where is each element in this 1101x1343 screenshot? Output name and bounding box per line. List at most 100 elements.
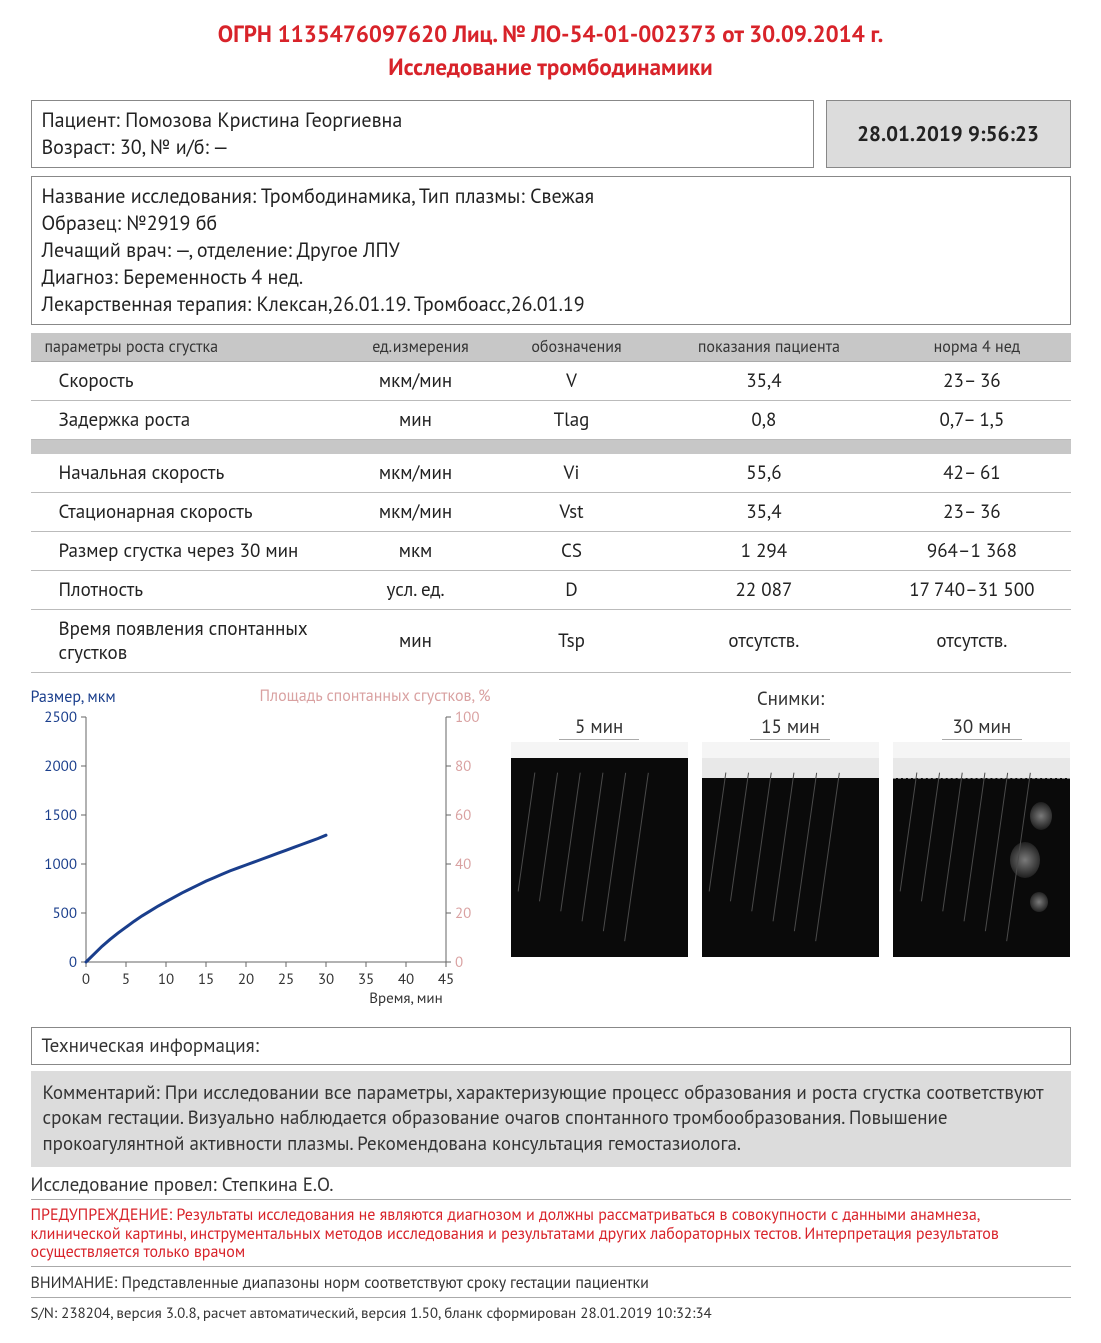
study-info-box: Название исследования: Тромбодинамика, Т… xyxy=(31,176,1071,325)
cell-val: 55,6 xyxy=(655,454,884,493)
cell-sym: D xyxy=(499,570,655,609)
cell-sym: Tlag xyxy=(499,401,655,440)
cell-unit: мин xyxy=(343,401,499,440)
svg-text:15: 15 xyxy=(197,970,213,989)
snapshot-image xyxy=(702,742,879,957)
table-row: Стационарная скоростьмкм/минVst35,423– 3… xyxy=(31,492,1071,531)
cell-sym: CS xyxy=(499,531,655,570)
svg-text:0: 0 xyxy=(455,953,463,972)
th-val: показания пациента xyxy=(655,333,884,362)
table-row: Плотностьусл. ед.D22 08717 740–31 500 xyxy=(31,570,1071,609)
cell-param: Плотность xyxy=(31,570,343,609)
svg-text:1500: 1500 xyxy=(44,806,77,825)
svg-text:20: 20 xyxy=(455,904,471,923)
cell-norm: отсутств. xyxy=(883,609,1070,672)
cell-unit: мкм/мин xyxy=(343,362,499,401)
info-doctor: Лечащий врач: —, отделение: Другое ЛПУ xyxy=(42,237,1060,264)
cell-param: Начальная скорость xyxy=(31,454,343,493)
th-norm: норма 4 нед xyxy=(883,333,1070,362)
svg-text:40: 40 xyxy=(455,855,471,874)
patient-name: Пациент: Помозова Кристина Георгиевна xyxy=(42,107,803,134)
cell-val: 35,4 xyxy=(655,492,884,531)
cell-norm: 17 740–31 500 xyxy=(883,570,1070,609)
table-row: Скоростьмкм/минV35,423– 36 xyxy=(31,362,1071,401)
header-top: ОГРН 1135476097620 Лиц. № ЛО-54-01-00237… xyxy=(31,20,1071,49)
snapshot-image xyxy=(893,742,1070,957)
cell-sym: Vi xyxy=(499,454,655,493)
parameters-table: параметры роста сгустка ед.измерения обо… xyxy=(31,333,1071,673)
svg-text:500: 500 xyxy=(52,904,77,923)
patient-age: Возраст: 30, № и/б: — xyxy=(42,134,803,161)
snapshots-section: Снимки: 5 мин15 мин30 мин xyxy=(511,687,1071,1007)
snapshot-label: 30 мин xyxy=(942,715,1022,740)
svg-text:20: 20 xyxy=(237,970,253,989)
svg-text:1000: 1000 xyxy=(44,855,77,874)
svg-text:25: 25 xyxy=(277,970,293,989)
cell-sym: V xyxy=(499,362,655,401)
info-sample: Образец: №2919 бб xyxy=(42,210,1060,237)
info-therapy: Лекарственная терапия: Клексан,26.01.19.… xyxy=(42,291,1060,318)
snapshot-column: 15 мин xyxy=(702,715,879,957)
svg-text:0: 0 xyxy=(68,953,76,972)
cell-val: 1 294 xyxy=(655,531,884,570)
cell-norm: 23– 36 xyxy=(883,362,1070,401)
snapshot-image xyxy=(511,742,688,957)
info-diagnosis: Диагноз: Беременность 4 нед. xyxy=(42,264,1060,291)
cell-sym: Vst xyxy=(499,492,655,531)
snapshot-column: 5 мин xyxy=(511,715,688,957)
tech-info-box: Техническая информация: xyxy=(31,1027,1071,1065)
cell-param: Скорость xyxy=(31,362,343,401)
cell-val: 22 087 xyxy=(655,570,884,609)
report-title: Исследование тромбодинамики xyxy=(31,53,1071,82)
cell-val: 35,4 xyxy=(655,362,884,401)
svg-text:60: 60 xyxy=(455,806,471,825)
svg-text:80: 80 xyxy=(455,757,471,776)
info-study: Название исследования: Тромбодинамика, Т… xyxy=(42,183,1060,210)
svg-text:45: 45 xyxy=(437,970,453,989)
table-row: Размер сгустка через 30 минмкмCS1 294964… xyxy=(31,531,1071,570)
cell-param: Стационарная скорость xyxy=(31,492,343,531)
table-row: Задержка ростаминTlag0,80,7– 1,5 xyxy=(31,401,1071,440)
cell-val: отсутств. xyxy=(655,609,884,672)
cell-unit: мкм/мин xyxy=(343,492,499,531)
svg-text:Время, мин: Время, мин xyxy=(369,989,442,1007)
comment-box: Комментарий: При исследовании все параме… xyxy=(31,1071,1071,1168)
cell-unit: мкм/мин xyxy=(343,454,499,493)
svg-text:100: 100 xyxy=(455,708,480,727)
svg-text:40: 40 xyxy=(397,970,413,989)
chart-container: Размер, мкм Площадь спонтанных сгустков,… xyxy=(31,687,491,1007)
cell-param: Время появления спонтанных сгустков xyxy=(31,609,343,672)
datetime-box: 28.01.2019 9:56:23 xyxy=(826,100,1071,168)
svg-text:35: 35 xyxy=(357,970,373,989)
svg-text:0: 0 xyxy=(81,970,89,989)
cell-norm: 42– 61 xyxy=(883,454,1070,493)
serial-number: S/N: 238204, версия 3.0.8, расчет автома… xyxy=(31,1304,1071,1323)
growth-chart: 0500100015002000250002040608010005101520… xyxy=(31,707,491,1007)
th-unit: ед.измерения xyxy=(343,333,499,362)
snapshot-column: 30 мин xyxy=(893,715,1070,957)
cell-norm: 964–1 368 xyxy=(883,531,1070,570)
cell-unit: мкм xyxy=(343,531,499,570)
cell-param: Задержка роста xyxy=(31,401,343,440)
warning-text: ПРЕДУПРЕЖДЕНИЕ: Результаты исследования … xyxy=(31,1206,1071,1266)
cell-sym: Tsp xyxy=(499,609,655,672)
attention-text: ВНИМАНИЕ: Представленные диапазоны норм … xyxy=(31,1273,1071,1298)
y2-label: Площадь спонтанных сгустков, % xyxy=(260,687,491,707)
table-header-row: параметры роста сгустка ед.измерения обо… xyxy=(31,333,1071,362)
table-row: Начальная скоростьмкм/минVi55,642– 61 xyxy=(31,454,1071,493)
cell-param: Размер сгустка через 30 мин xyxy=(31,531,343,570)
svg-text:2500: 2500 xyxy=(44,708,77,727)
svg-text:2000: 2000 xyxy=(44,757,77,776)
conducted-by: Исследование провел: Степкина Е.О. xyxy=(31,1173,1071,1200)
snapshot-label: 15 мин xyxy=(750,715,830,740)
svg-text:10: 10 xyxy=(157,970,173,989)
svg-text:30: 30 xyxy=(317,970,333,989)
svg-text:5: 5 xyxy=(121,970,129,989)
cell-norm: 0,7– 1,5 xyxy=(883,401,1070,440)
y1-label: Размер, мкм xyxy=(31,687,116,707)
cell-unit: мин xyxy=(343,609,499,672)
cell-val: 0,8 xyxy=(655,401,884,440)
snapshot-label: 5 мин xyxy=(559,715,639,740)
cell-norm: 23– 36 xyxy=(883,492,1070,531)
cell-unit: усл. ед. xyxy=(343,570,499,609)
